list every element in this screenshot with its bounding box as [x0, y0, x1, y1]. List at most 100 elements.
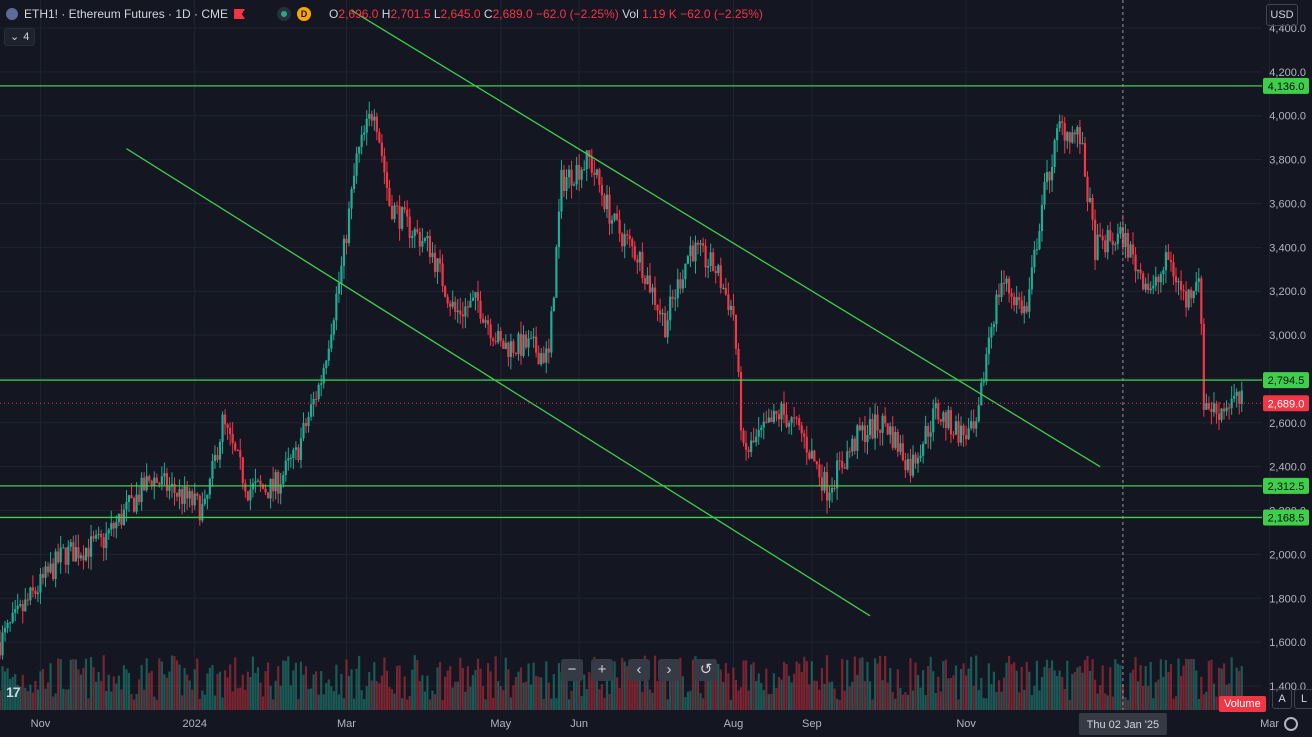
candle-body	[1129, 244, 1132, 258]
volume-bar	[732, 667, 735, 710]
candle-body	[0, 642, 2, 656]
volume-bar	[1010, 664, 1013, 710]
candle-body	[1190, 289, 1193, 299]
volume-bar	[954, 665, 958, 710]
volume-bar	[646, 681, 649, 710]
candle-body	[719, 265, 722, 288]
candle-body	[49, 563, 52, 573]
zoom-out-button[interactable]: −	[561, 659, 583, 681]
ohlc-values: O2,696.0 H2,701.5 L2,645.0 C2,689.0 −62.…	[329, 7, 763, 21]
candle-body	[145, 476, 148, 491]
candle-body	[1002, 282, 1006, 284]
candle-body	[765, 421, 768, 423]
volume-bar	[937, 676, 940, 710]
candle-body	[828, 492, 831, 501]
volume-bar	[1063, 688, 1066, 710]
volume-bar	[975, 655, 978, 710]
candle-body	[1215, 403, 1218, 414]
volume-bar	[1131, 669, 1135, 710]
scroll-right-button[interactable]: ›	[658, 659, 680, 681]
volume-bar	[418, 681, 421, 710]
indicators-toggle[interactable]: ⌄ 4	[4, 28, 36, 46]
candle-body	[459, 310, 462, 315]
tradingview-logo-icon[interactable]: 17	[6, 684, 21, 700]
candle-body	[31, 587, 34, 591]
candle-body	[158, 482, 161, 485]
candle-body	[729, 305, 732, 310]
time-tick-label: Mar	[337, 718, 356, 730]
candle-body	[1177, 281, 1180, 283]
volume-bar	[618, 688, 621, 710]
volume-bar	[203, 694, 206, 710]
volume-bar	[653, 655, 657, 710]
candle-body	[613, 213, 616, 221]
candle-body	[1058, 121, 1061, 129]
candle-body	[1013, 296, 1016, 306]
candle-body	[309, 404, 313, 417]
candle-body	[866, 435, 869, 443]
candle-body	[899, 443, 902, 452]
auto-scale-button[interactable]: A	[1272, 689, 1292, 709]
candle-body	[236, 449, 239, 451]
candle-body	[990, 327, 993, 338]
volume-bar	[100, 680, 103, 710]
volume-bar	[1066, 660, 1069, 710]
candle-body	[550, 311, 553, 353]
candle-body	[69, 542, 72, 547]
volume-bar	[514, 677, 518, 710]
level-tag-label: 2,794.5	[1268, 375, 1305, 387]
candle-body	[507, 342, 510, 357]
candle-body	[894, 432, 897, 448]
reset-chart-button[interactable]: ↺	[695, 659, 717, 681]
candle-body	[370, 114, 373, 121]
log-scale-button[interactable]: L	[1294, 689, 1312, 709]
scroll-left-button[interactable]: ‹	[628, 659, 650, 681]
volume-bar	[934, 693, 937, 710]
volume-bar	[390, 689, 394, 710]
volume-bar	[1169, 663, 1173, 710]
candle-body	[658, 310, 662, 315]
candle-body	[853, 438, 856, 451]
candle-body	[595, 169, 598, 175]
volume-bar	[1217, 667, 1221, 710]
candle-body	[1222, 408, 1226, 412]
candlestick-series	[0, 101, 1243, 660]
zoom-in-button[interactable]: +	[591, 659, 613, 681]
symbol-title[interactable]: ETH1! · Ethereum Futures · 1D · CME	[24, 7, 229, 21]
volume-bar	[1093, 679, 1097, 710]
volume-bar	[239, 687, 242, 710]
volume-bar	[127, 672, 131, 710]
price-tick-label: 3,000.0	[1269, 330, 1306, 342]
candle-body	[464, 306, 467, 317]
candle-body	[1195, 281, 1198, 292]
volume-bar	[595, 677, 598, 710]
candle-body	[484, 320, 487, 323]
time-tick-label: May	[490, 718, 511, 730]
candle-body	[444, 286, 447, 297]
volume-bar	[805, 661, 808, 710]
volume-bar	[512, 685, 515, 710]
candle-body	[1114, 243, 1117, 245]
candle-body	[479, 300, 482, 319]
settings-gear-icon[interactable]	[1284, 717, 1298, 731]
volume-bar	[107, 674, 110, 710]
volume-bar	[572, 679, 576, 710]
volume-bar	[755, 681, 758, 710]
candle-body	[959, 425, 963, 443]
candle-body	[304, 423, 308, 427]
candle-body	[777, 414, 781, 420]
volume-bar	[1154, 682, 1157, 710]
flag-icon[interactable]	[234, 9, 246, 19]
candle-body	[972, 421, 975, 429]
last-price-tag-bg	[1263, 395, 1309, 412]
candle-body	[229, 427, 232, 435]
candle-body	[1172, 262, 1175, 277]
currency-selector[interactable]: USD	[1266, 4, 1298, 26]
symbol-header: ETH1! · Ethereum Futures · 1D · CME D O2…	[6, 5, 763, 23]
candle-body	[1106, 230, 1109, 253]
volume-bar	[1013, 662, 1016, 710]
volume-bar	[851, 681, 854, 710]
volume-bar	[734, 680, 738, 710]
candle-body	[575, 164, 578, 185]
